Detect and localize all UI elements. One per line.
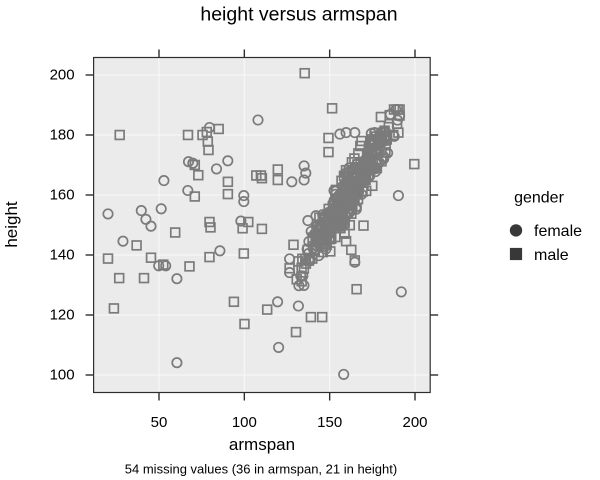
- svg-text:54 missing values (36 in armsp: 54 missing values (36 in armspan, 21 in …: [125, 462, 397, 477]
- svg-text:height: height: [2, 201, 21, 248]
- svg-text:male: male: [534, 247, 569, 264]
- svg-text:100: 100: [232, 414, 257, 431]
- svg-text:100: 100: [50, 367, 75, 384]
- svg-text:150: 150: [317, 414, 342, 431]
- svg-text:armspan: armspan: [229, 435, 295, 454]
- svg-text:female: female: [534, 223, 582, 240]
- svg-text:gender: gender: [514, 190, 564, 207]
- svg-text:50: 50: [151, 414, 168, 431]
- svg-text:120: 120: [50, 307, 75, 324]
- svg-text:height versus armspan: height versus armspan: [200, 3, 397, 25]
- svg-text:200: 200: [402, 414, 427, 431]
- svg-text:200: 200: [50, 67, 75, 84]
- svg-text:180: 180: [50, 127, 75, 144]
- svg-text:140: 140: [50, 247, 75, 264]
- svg-text:160: 160: [50, 187, 75, 204]
